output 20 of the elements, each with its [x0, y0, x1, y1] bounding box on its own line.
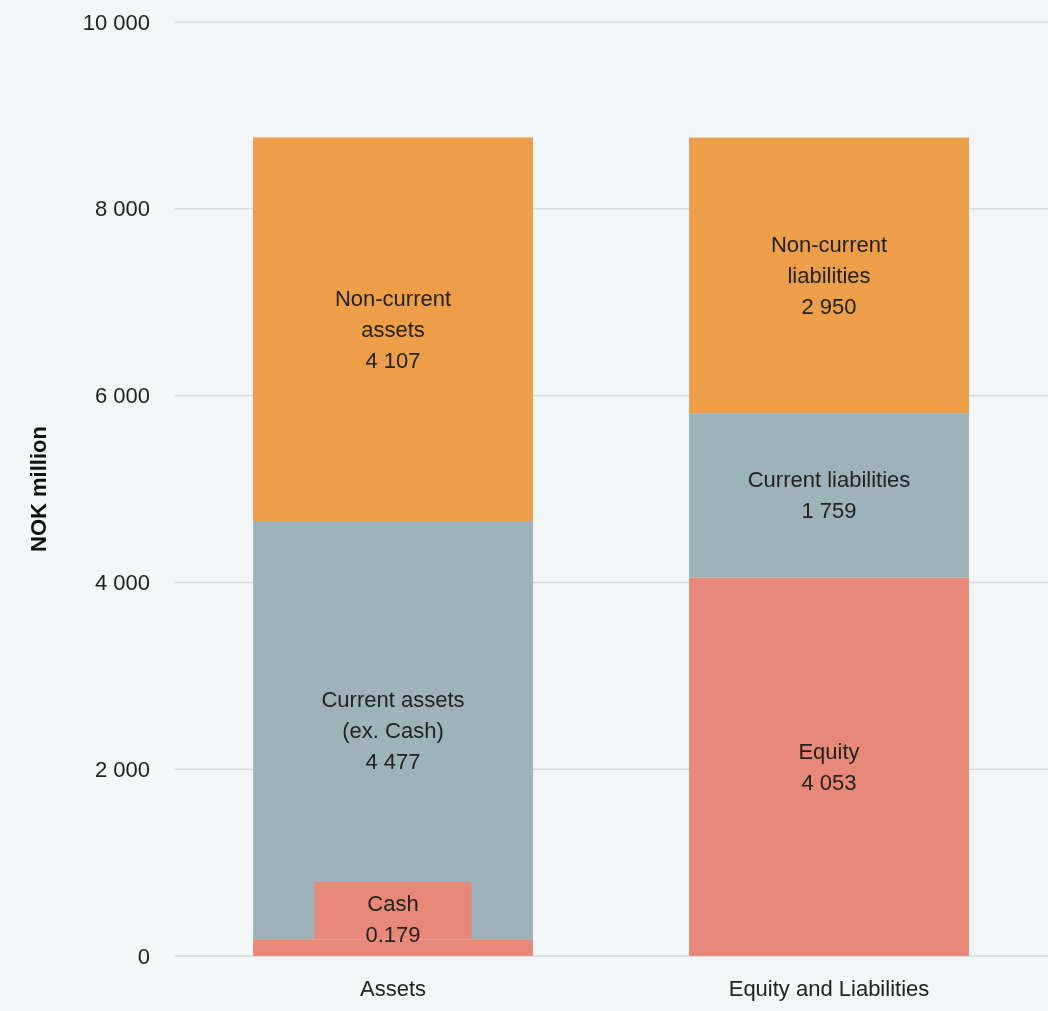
bar [253, 137, 533, 522]
data-label: Current liabilities 1 759 [747, 467, 911, 524]
y-tick-label: 8 000 [94, 196, 150, 222]
y-tick-label: 4 000 [94, 569, 150, 595]
data-label: Cash 0.179 [365, 891, 421, 947]
data-label: Non-current liabilities 2 950 [770, 231, 888, 319]
bar [689, 137, 969, 414]
data-label: Non-current assets 4 107 [334, 285, 452, 373]
x-tick-label: Equity and Liabilities [728, 976, 930, 1001]
data-label: Equity 4 053 [798, 738, 860, 795]
data-label: Current assets (ex. Cash) 4 477 [321, 686, 465, 774]
bar [253, 521, 533, 940]
y-tick-label: 10 000 [82, 9, 150, 35]
y-tick-label: 6 000 [94, 383, 150, 409]
y-axis-title: NOK million [25, 426, 51, 552]
x-tick-label: Assets [359, 976, 427, 1001]
y-tick-label: 0 [137, 943, 150, 969]
bar [689, 413, 969, 578]
y-tick-label: 2 000 [94, 756, 150, 782]
bar [689, 577, 969, 956]
